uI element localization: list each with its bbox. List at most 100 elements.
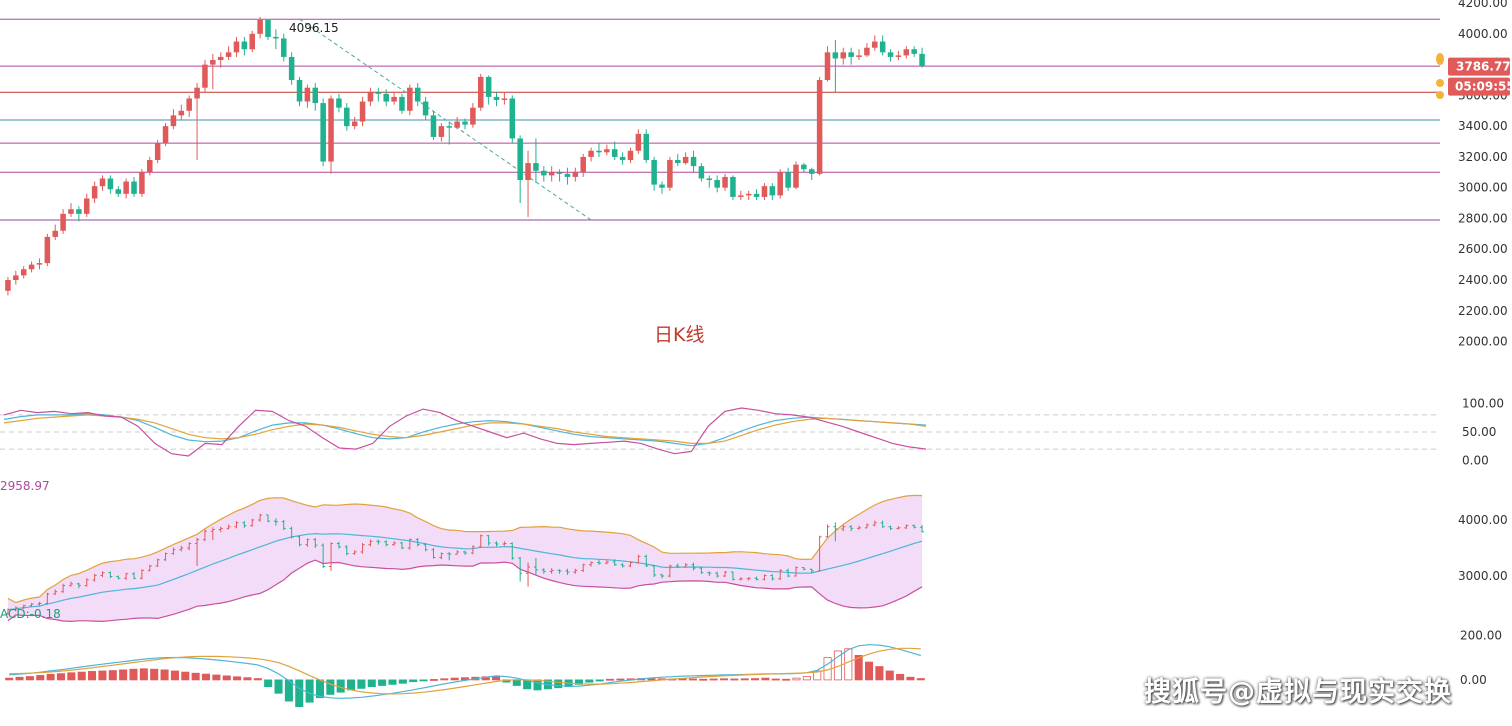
candle-body [509, 98, 516, 139]
macd-histogram-bar [284, 679, 293, 702]
candle-body [848, 52, 854, 57]
candle-body [328, 98, 334, 162]
candle-body [336, 98, 342, 108]
candle-body [28, 264, 35, 270]
candle-body [202, 64, 208, 88]
macd-histogram-bar [740, 678, 749, 681]
macd-histogram-bar [56, 673, 66, 681]
macd-histogram-bar [212, 674, 221, 681]
candle-body [470, 107, 476, 125]
candle-body [162, 126, 169, 144]
candle-body [99, 178, 106, 187]
macd-histogram-bar [782, 678, 791, 681]
macd-histogram-bar [419, 679, 428, 682]
macd-histogram-bar [616, 678, 625, 681]
candle-body [13, 275, 19, 280]
candle-body [722, 176, 728, 188]
candle-body [154, 143, 161, 160]
macd-histogram-bar [533, 679, 542, 691]
candle-body [320, 103, 326, 162]
candle-body [304, 87, 311, 102]
macd-histogram-bar [398, 679, 407, 684]
macd-histogram-bar [440, 678, 449, 681]
price-tick-label: 4000.00 [1458, 27, 1508, 41]
candle-body [580, 156, 586, 173]
candle-body [517, 138, 523, 180]
candle-body [265, 20, 271, 37]
macd-histogram-bar [409, 679, 418, 683]
candle-body [273, 36, 279, 39]
alert-marker-icon [1436, 91, 1444, 99]
candle-body [170, 115, 177, 127]
candle-body [485, 76, 492, 97]
candle-body [919, 53, 925, 67]
candle-body [667, 160, 673, 188]
candle-body [659, 184, 665, 188]
candle-body [596, 150, 602, 153]
macd-histogram-bar [813, 670, 822, 681]
macd-histogram-bar [108, 670, 117, 681]
macd-histogram-bar [98, 670, 107, 681]
candle-body [840, 52, 847, 59]
candle-body [753, 193, 760, 197]
price-tick-label: 3400.00 [1458, 119, 1508, 133]
candle-body [675, 160, 681, 164]
boll-panel-label: 2958.97 [0, 479, 50, 493]
candle-body [186, 98, 192, 111]
price-tick-label: 2800.00 [1458, 211, 1508, 225]
candle-body [808, 169, 815, 174]
candle-body [816, 80, 823, 174]
macd-histogram-bar [357, 679, 366, 689]
macd-histogram-bar [222, 675, 231, 681]
candle-body [730, 176, 736, 197]
candle-body [801, 164, 807, 170]
price-tick-label: 2200.00 [1458, 304, 1508, 318]
countdown-tag [1448, 77, 1510, 96]
kdj-series-2 [3, 407, 927, 457]
candle-body [367, 92, 374, 102]
candle-body [462, 121, 468, 125]
macd-histogram-bar [916, 678, 925, 681]
candle-body [446, 126, 452, 128]
candle-body [651, 160, 657, 185]
last-price-tag [1448, 57, 1510, 76]
macd-histogram-bar [792, 677, 801, 681]
price-tick-label: 3000.00 [1458, 181, 1508, 195]
macd-histogram-bar [5, 677, 14, 681]
kdj-tick-label: 0.00 [1462, 454, 1489, 468]
price-tick-label: 2000.00 [1458, 335, 1508, 349]
macd-dea-line [9, 647, 921, 695]
macd-histogram-bar [160, 669, 169, 681]
boll-band-fill [7, 495, 923, 622]
macd-histogram-bar [129, 668, 138, 681]
macd-histogram-bar [699, 678, 708, 681]
macd-histogram-bar [295, 679, 304, 708]
candle-body [210, 60, 216, 65]
macd-histogram-bar [347, 679, 356, 691]
candle-body [643, 133, 650, 160]
candle-body [824, 52, 831, 80]
macd-panel-label: ACD:-0.18 [0, 607, 61, 621]
macd-histogram-bar [243, 677, 252, 681]
macd-histogram-bar [367, 679, 376, 687]
candle-body [123, 181, 129, 194]
candle-body [249, 33, 255, 50]
macd-histogram-bar [875, 666, 884, 681]
candle-body [351, 121, 358, 127]
countdown-text: 05:09:55 [1455, 80, 1512, 94]
macd-histogram-bar [450, 677, 459, 681]
candle-body [344, 107, 350, 127]
candle-body [911, 49, 917, 54]
candle-body [178, 110, 185, 116]
macd-histogram-bar [802, 676, 811, 681]
candle-body [83, 198, 90, 214]
candle-body [454, 121, 460, 128]
chart-caption: 日K线 [654, 324, 705, 346]
macd-histogram-bar [730, 678, 739, 681]
candle-body [832, 52, 839, 59]
watermark: 搜狐号@虚拟与现实交换 [1144, 677, 1452, 708]
macd-histogram-bar [492, 675, 501, 681]
macd-histogram-bar [305, 679, 314, 703]
boll-tick-label: 3000.00 [1458, 569, 1508, 583]
candle-body [525, 163, 531, 180]
